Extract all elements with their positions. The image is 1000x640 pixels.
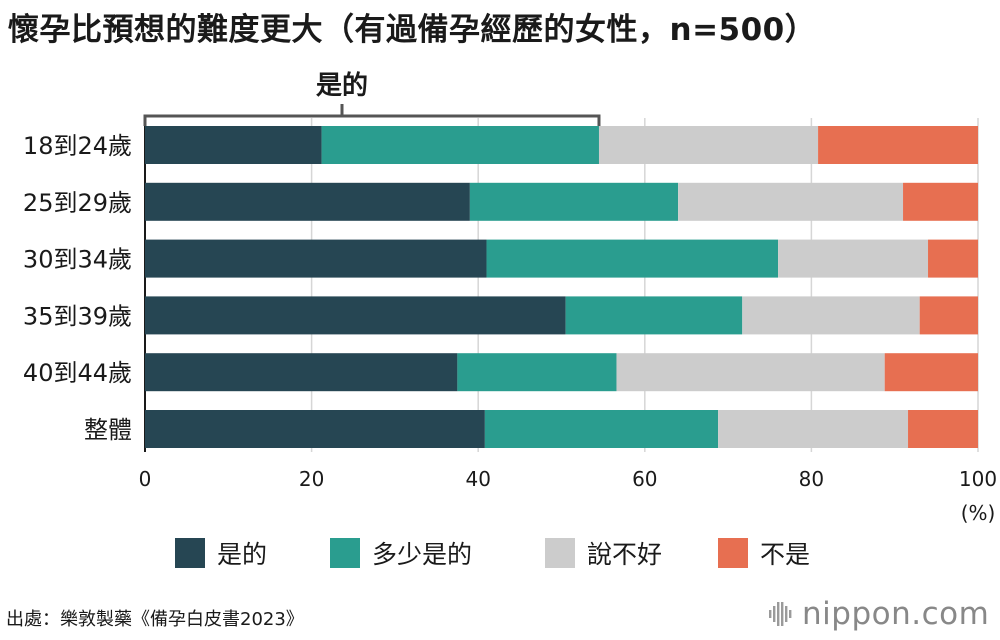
bar-segment — [884, 353, 978, 392]
legend-swatch — [545, 538, 575, 568]
brand-name: nippon.com — [802, 596, 990, 632]
x-tick-label: 60 — [632, 467, 657, 491]
bar-segment — [678, 182, 904, 221]
category-label: 整體 — [84, 416, 132, 444]
category-label: 40到44歲 — [23, 359, 132, 387]
bar-segment — [145, 410, 485, 448]
legend-label: 說不好 — [587, 540, 663, 569]
axis-unit-label: (%) — [961, 501, 996, 525]
x-tick-label: 40 — [465, 467, 490, 491]
x-tick-label: 100 — [959, 467, 997, 491]
bar-segment — [145, 126, 322, 164]
bar-segment — [616, 353, 885, 392]
bar-segment — [145, 296, 566, 335]
bar-segment — [778, 239, 929, 278]
bar-segment — [903, 182, 978, 221]
legend-item: 說不好 — [545, 535, 662, 571]
bar-segment — [742, 296, 920, 335]
category-label: 18到24歲 — [23, 132, 132, 160]
legend-swatch — [718, 538, 748, 568]
legend-swatch — [175, 538, 205, 568]
category-label: 30到34歲 — [23, 246, 132, 274]
bar-segment — [321, 126, 599, 164]
bar-segment — [145, 353, 458, 392]
bracket-label: 是的 — [316, 70, 368, 101]
brand-logo: nippon.com — [768, 596, 989, 632]
nippon-mark-icon — [769, 602, 792, 626]
bar-segment — [565, 296, 743, 335]
legend-label: 不是 — [760, 540, 811, 569]
bar-segment — [919, 296, 978, 335]
bar-segment — [928, 239, 978, 278]
bracket-line — [143, 114, 601, 126]
bar-segment — [469, 182, 679, 221]
x-tick-label: 20 — [299, 467, 324, 491]
x-tick-label: 80 — [799, 467, 824, 491]
legend-item: 是的 — [175, 535, 267, 571]
bar-segment — [908, 410, 978, 448]
legend-label: 是的 — [217, 540, 268, 569]
bar-segment — [457, 353, 617, 392]
legend: 是的 多少是的 說不好 不是 — [0, 535, 1000, 575]
bar-segment — [818, 126, 978, 164]
bar-segment — [486, 239, 779, 278]
bar-segment — [145, 182, 470, 221]
category-label: 35到39歲 — [23, 302, 132, 330]
source-note: 出處：樂敦製藥《備孕白皮書2023》 — [6, 609, 304, 630]
legend-swatch — [330, 538, 360, 568]
bar-segment — [718, 410, 909, 448]
legend-label: 多少是的 — [372, 540, 473, 569]
bar-segment — [598, 126, 819, 164]
category-label: 25到29歲 — [23, 189, 132, 217]
bar-segment — [484, 410, 719, 448]
legend-item: 不是 — [718, 535, 810, 571]
legend-item: 多少是的 — [330, 535, 472, 571]
x-tick-label: 0 — [139, 467, 152, 491]
chart-title: 懷孕比預想的難度更大（有過備孕經歷的女性，n=500） — [8, 12, 817, 48]
bar-segment — [145, 239, 487, 278]
